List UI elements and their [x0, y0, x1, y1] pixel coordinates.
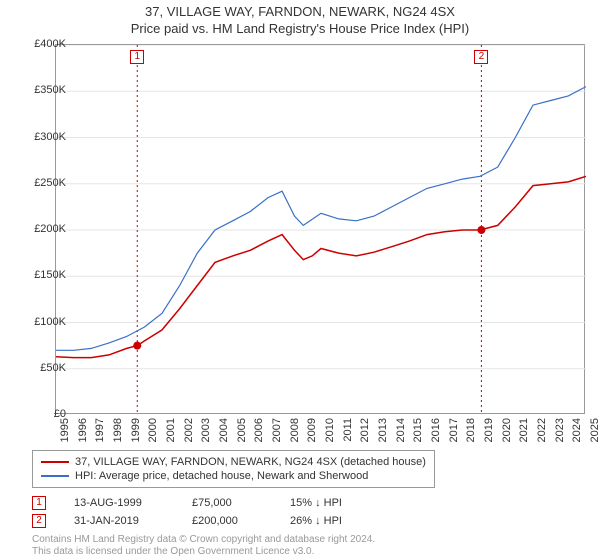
chart-event-marker-1: 1 — [130, 50, 144, 64]
event-row-2: 2 31-JAN-2019 £200,000 26% ↓ HPI — [32, 512, 342, 530]
y-tick-label: £250K — [11, 177, 66, 189]
x-tick-label: 2017 — [448, 418, 460, 458]
event-date-2: 31-JAN-2019 — [74, 515, 164, 527]
legend-swatch-hpi — [41, 475, 69, 477]
chart-event-marker-2: 2 — [474, 50, 488, 64]
x-tick-label: 2023 — [554, 418, 566, 458]
legend: 37, VILLAGE WAY, FARNDON, NEWARK, NG24 4… — [32, 450, 435, 488]
x-tick-label: 2024 — [571, 418, 583, 458]
footer-line-2: This data is licensed under the Open Gov… — [32, 546, 375, 558]
title-main: 37, VILLAGE WAY, FARNDON, NEWARK, NG24 4… — [0, 4, 600, 19]
legend-item-property: 37, VILLAGE WAY, FARNDON, NEWARK, NG24 4… — [41, 455, 426, 469]
titles: 37, VILLAGE WAY, FARNDON, NEWARK, NG24 4… — [0, 0, 600, 36]
event-marker-1: 1 — [32, 496, 46, 510]
chart-container: 37, VILLAGE WAY, FARNDON, NEWARK, NG24 4… — [0, 0, 600, 560]
y-tick-label: £150K — [11, 269, 66, 281]
legend-label-hpi: HPI: Average price, detached house, Newa… — [75, 470, 368, 482]
footer-attribution: Contains HM Land Registry data © Crown c… — [32, 534, 375, 558]
y-tick-label: £200K — [11, 223, 66, 235]
x-tick-label: 2022 — [536, 418, 548, 458]
title-sub: Price paid vs. HM Land Registry's House … — [0, 21, 600, 36]
y-tick-label: £400K — [11, 38, 66, 50]
x-tick-label: 2020 — [501, 418, 513, 458]
event-marker-2: 2 — [32, 514, 46, 528]
legend-swatch-property — [41, 461, 69, 463]
y-tick-label: £0 — [11, 408, 66, 420]
x-tick-label: 2025 — [589, 418, 600, 458]
y-tick-label: £100K — [11, 316, 66, 328]
x-tick-label: 2019 — [483, 418, 495, 458]
legend-label-property: 37, VILLAGE WAY, FARNDON, NEWARK, NG24 4… — [75, 456, 426, 468]
footer-line-1: Contains HM Land Registry data © Crown c… — [32, 534, 375, 546]
event-price-1: £75,000 — [192, 497, 262, 509]
legend-item-hpi: HPI: Average price, detached house, Newa… — [41, 469, 426, 483]
event-price-2: £200,000 — [192, 515, 262, 527]
x-tick-label: 2021 — [518, 418, 530, 458]
y-tick-label: £350K — [11, 84, 66, 96]
event-row-1: 1 13-AUG-1999 £75,000 15% ↓ HPI — [32, 494, 342, 512]
event-date-1: 13-AUG-1999 — [74, 497, 164, 509]
event-pct-1: 15% ↓ HPI — [290, 497, 342, 509]
y-tick-label: £300K — [11, 131, 66, 143]
x-tick-label: 2018 — [465, 418, 477, 458]
chart-plot-area: 12 — [55, 44, 585, 414]
event-pct-2: 26% ↓ HPI — [290, 515, 342, 527]
chart-svg — [56, 45, 586, 415]
events-table: 1 13-AUG-1999 £75,000 15% ↓ HPI 2 31-JAN… — [32, 494, 342, 530]
y-tick-label: £50K — [11, 362, 66, 374]
